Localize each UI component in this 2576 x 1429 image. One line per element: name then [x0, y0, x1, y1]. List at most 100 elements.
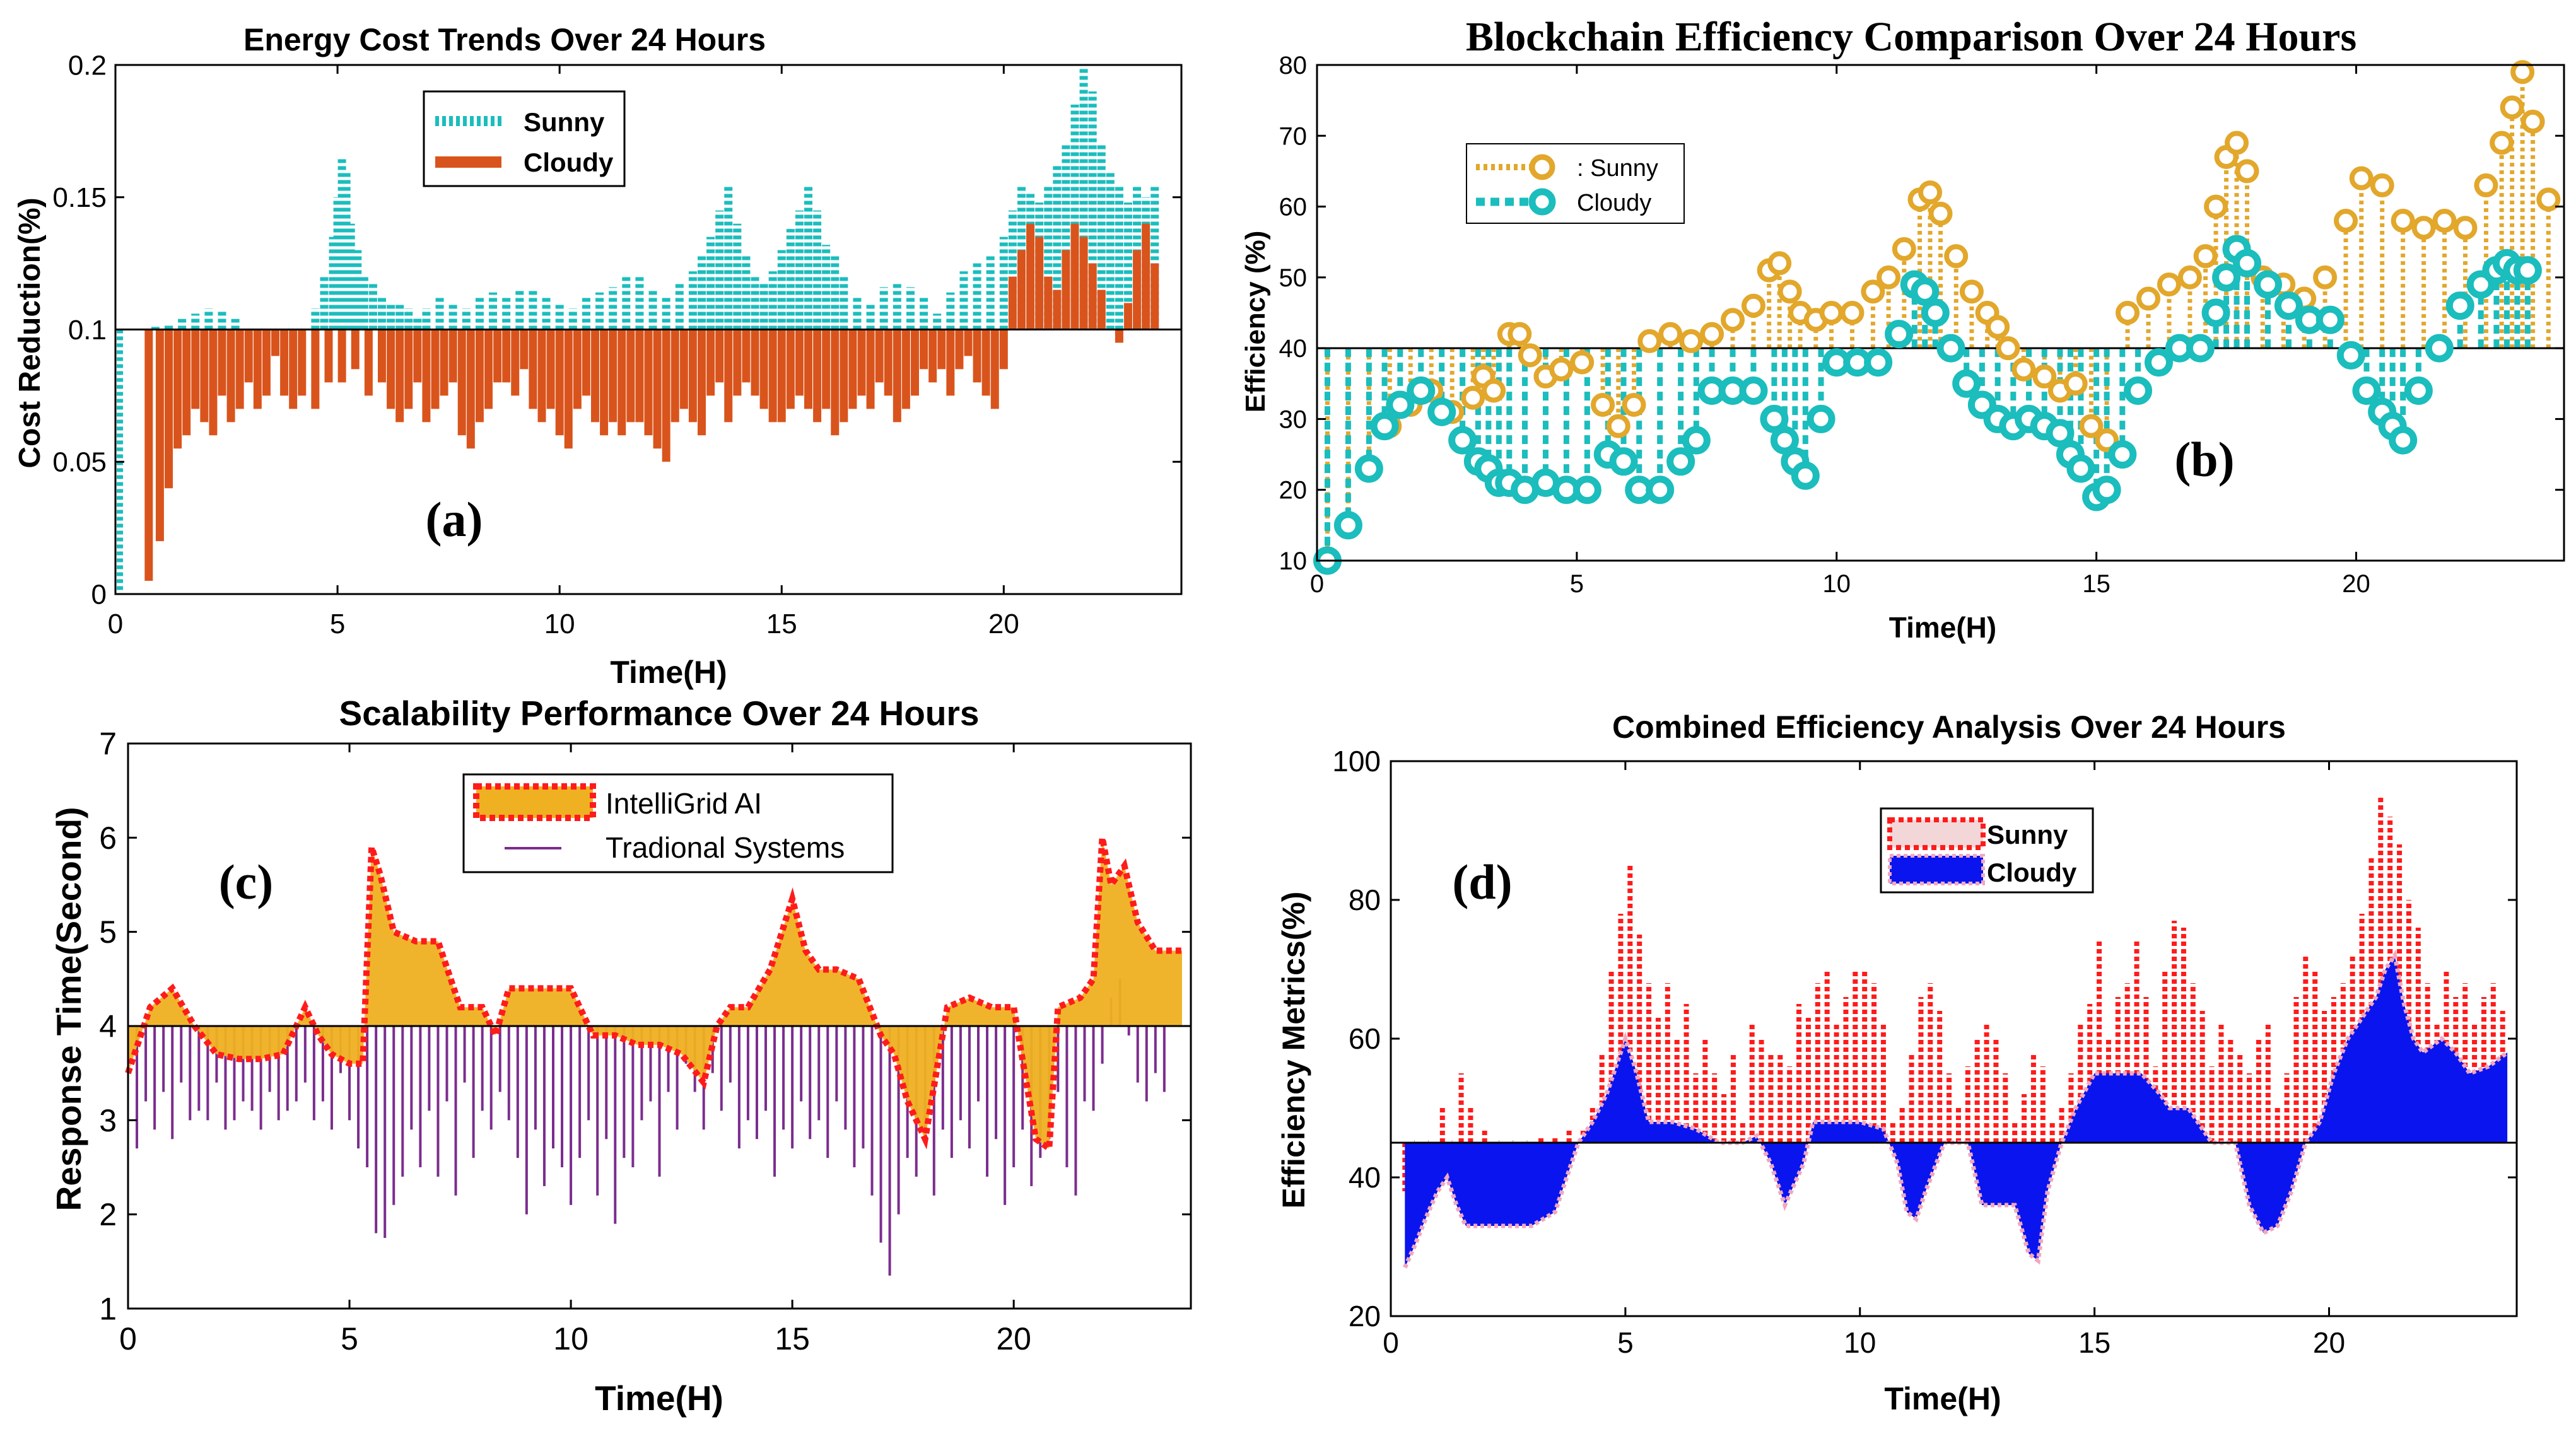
panel-d: Combined Efficiency Analysis Over 24 Hou… — [1276, 709, 2518, 1416]
sunny-marker — [2411, 216, 2436, 240]
y-tick-label: 0.15 — [52, 182, 107, 213]
sunny-marker — [1606, 414, 1630, 438]
cloudy-marker — [2404, 376, 2433, 405]
cloudy-marker — [2336, 341, 2365, 370]
sunny-marker — [2116, 301, 2140, 325]
legend-cloudy-label: Cloudy — [524, 148, 614, 177]
legend-sunny-label: : Sunny — [1577, 155, 1658, 182]
sunny-marker — [1767, 251, 1792, 276]
sunny-marker — [2225, 131, 2249, 155]
cloudy-marker — [1682, 426, 1711, 455]
panel-b-plot-area — [1313, 60, 2565, 575]
panel-b-x-axis-label: Time(H) — [1889, 611, 1996, 644]
sunny-marker — [2349, 166, 2374, 190]
panel-d-label: (d) — [1452, 854, 1512, 909]
x-tick-label: 20 — [2313, 1326, 2345, 1359]
panel-b-title: Blockchain Efficiency Comparison Over 24… — [1466, 14, 2356, 60]
sunny-marker — [1482, 378, 1506, 403]
cloudy-marker — [1806, 404, 1835, 433]
panel-b-label: (b) — [2174, 432, 2234, 487]
y-tick-label: 40 — [1279, 335, 1308, 363]
y-tick-label: 4 — [99, 1009, 117, 1044]
panel-d-plot-area — [1390, 760, 2518, 1317]
sunny-marker — [1918, 180, 1943, 205]
sunny-marker — [2500, 95, 2524, 120]
sunny-marker — [2490, 131, 2514, 155]
x-tick-label: 5 — [1617, 1326, 1634, 1359]
sunny-marker — [1861, 279, 1885, 304]
cloudy-marker — [2513, 256, 2542, 285]
y-tick-label: 50 — [1279, 264, 1308, 292]
x-tick-label: 20 — [2342, 570, 2370, 598]
sunny-marker — [1840, 301, 1865, 325]
legend-cloudy-swatch — [1888, 854, 1985, 885]
cloudy-marker — [1572, 475, 1601, 505]
y-tick-label: 60 — [1349, 1022, 1381, 1055]
cloudy-marker — [1386, 390, 1415, 419]
sunny-marker — [2204, 194, 2228, 219]
panel-d-title: Combined Efficiency Analysis Over 24 Hou… — [1612, 709, 2286, 745]
sunny-marker — [2193, 244, 2218, 269]
cloudy-marker — [2233, 248, 2262, 277]
cloudy-marker — [2445, 291, 2474, 320]
x-tick-label: 10 — [1844, 1326, 1876, 1359]
cloudy-marker — [2274, 291, 2303, 320]
panel-a-legend-box — [423, 90, 626, 187]
cloudy-marker — [2066, 454, 2095, 483]
y-tick-label: 0.05 — [52, 447, 107, 478]
legend-sunny-swatch — [1887, 817, 1986, 850]
sunny-marker — [2011, 357, 2036, 382]
y-tick-label: 5 — [99, 914, 117, 950]
y-tick-label: 40 — [1349, 1161, 1381, 1194]
y-tick-label: 0.1 — [68, 315, 107, 346]
cloudy-marker — [1407, 376, 1436, 405]
x-tick-label: 10 — [553, 1321, 588, 1356]
panel-c-tick-labels: 0 5 10 15 20 1 2 3 4 5 6 7 — [99, 726, 1031, 1357]
panel-b-y-axis-label: Efficiency (%) — [1240, 231, 1271, 413]
y-tick-label: 70 — [1279, 122, 1308, 150]
sunny-marker — [1508, 322, 1532, 346]
legend-sunny-label: Sunny — [1987, 820, 2068, 849]
sunny-marker — [1658, 322, 1683, 346]
cloudy-marker — [1911, 277, 1940, 306]
legend-intelligrid-label: IntelliGrid AI — [606, 787, 762, 820]
sunny-marker — [1637, 329, 1662, 353]
legend-traditional-label: Tradional Systems — [606, 831, 845, 864]
cloudy-area — [1405, 955, 2508, 1268]
sunny-marker — [2334, 209, 2358, 233]
x-tick-label: 20 — [988, 609, 1019, 639]
intelligrid-area — [128, 837, 1182, 1149]
y-tick-label: 6 — [99, 820, 117, 856]
sunny-marker — [2157, 272, 2181, 297]
sunny-marker — [2235, 159, 2259, 184]
panel-c-legend: IntelliGrid AI Tradional Systems — [462, 773, 894, 873]
panel-b: Blockchain Efficiency Comparison Over 24… — [1240, 14, 2565, 644]
sunny-marker — [2032, 365, 2057, 389]
cloudy-marker — [2144, 348, 2173, 377]
x-tick-label: 5 — [341, 1321, 358, 1356]
x-tick-label: 15 — [775, 1321, 810, 1356]
panel-a-legend: Sunny Cloudy — [423, 90, 626, 187]
y-tick-label: 20 — [1349, 1300, 1381, 1333]
cloudy-marker — [2046, 419, 2075, 448]
cloudy-marker — [1333, 511, 1362, 540]
sunny-marker — [2474, 173, 2498, 197]
cloudy-marker — [1370, 412, 1399, 441]
panel-a-plot-area — [114, 64, 1183, 595]
legend-cloudy-label: Cloudy — [1987, 858, 2077, 887]
panel-a: Energy Cost Trends Over 24 Hours 0 5 10 15 2… — [13, 22, 1183, 690]
sunny-marker — [1721, 308, 1745, 332]
cloudy-marker — [1936, 334, 1965, 363]
panel-c: Scalability Performance Over 24 Hours 0 5… — [49, 694, 1192, 1418]
legend-sunny-label: Sunny — [524, 107, 605, 137]
sunny-marker — [1591, 392, 1615, 417]
sunny-marker — [1700, 322, 1724, 346]
panel-c-label: (c) — [219, 854, 274, 909]
legend-intelligrid-swatch — [473, 783, 596, 821]
x-tick-label: 20 — [996, 1321, 1031, 1356]
intelligrid-line — [125, 837, 1182, 1155]
sunny-marker — [1741, 293, 1765, 318]
cloudy-marker — [1885, 320, 1914, 349]
cloudy-marker — [2108, 440, 2137, 469]
sunny-marker — [1892, 236, 1916, 261]
